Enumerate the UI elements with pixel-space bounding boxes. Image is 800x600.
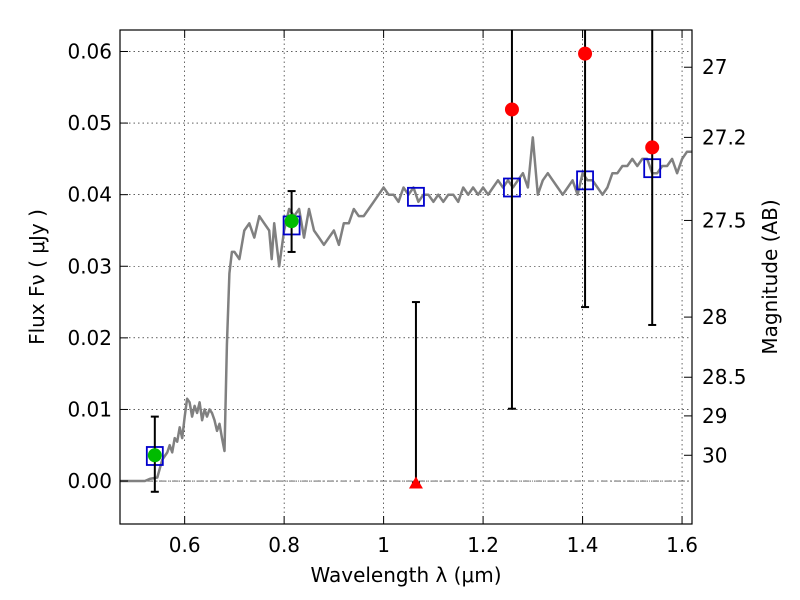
detection-point [284,214,299,229]
spectrum-line [120,136,692,483]
y-tick-label: 0.01 [67,397,112,421]
grid-layer [120,30,692,524]
y-tick-label: 0.06 [67,39,112,63]
y-tick-label: 0.03 [67,254,112,278]
right-axis-title: Magnitude (AB) [758,199,782,354]
y-axis-title: Flux Fν ( μJy ) [25,209,49,345]
y-tick-label: 0.00 [67,469,112,493]
upper-limit-point [408,476,423,489]
right-tick-label: 27.5 [702,208,747,232]
nondetection-point [645,140,660,155]
model-point [407,186,425,207]
x-tick-label: 1.6 [666,533,698,557]
nondetection-point [578,46,593,61]
nondetection-point [504,102,519,117]
x-axis-title: Wavelength λ (μm) [310,563,501,587]
right-tick-label: 30 [702,443,727,467]
y-tick-label: 0.05 [67,111,112,135]
right-tick-label: 29 [702,404,727,428]
y-tick-label: 0.04 [67,183,112,207]
x-tick-label: 0.8 [268,533,300,557]
x-tick-label: 0.6 [169,533,201,557]
right-tick-label: 28 [702,305,727,329]
x-tick-label: 1 [377,533,390,557]
detection-point [147,448,162,463]
right-tick-label: 28.5 [702,365,747,389]
plot-frame [119,29,693,525]
right-tick-label: 27 [702,55,727,79]
x-tick-label: 1.2 [467,533,499,557]
right-tick-label: 27.2 [702,125,747,149]
y-tick-label: 0.02 [67,326,112,350]
x-tick-label: 1.4 [567,533,599,557]
plot-layer [120,30,692,493]
axis-layer: 0.6 0.8 1 1.2 1.4 1.6 0.00 0.01 0.02 0.03 0.04 0.05… [67,30,747,557]
